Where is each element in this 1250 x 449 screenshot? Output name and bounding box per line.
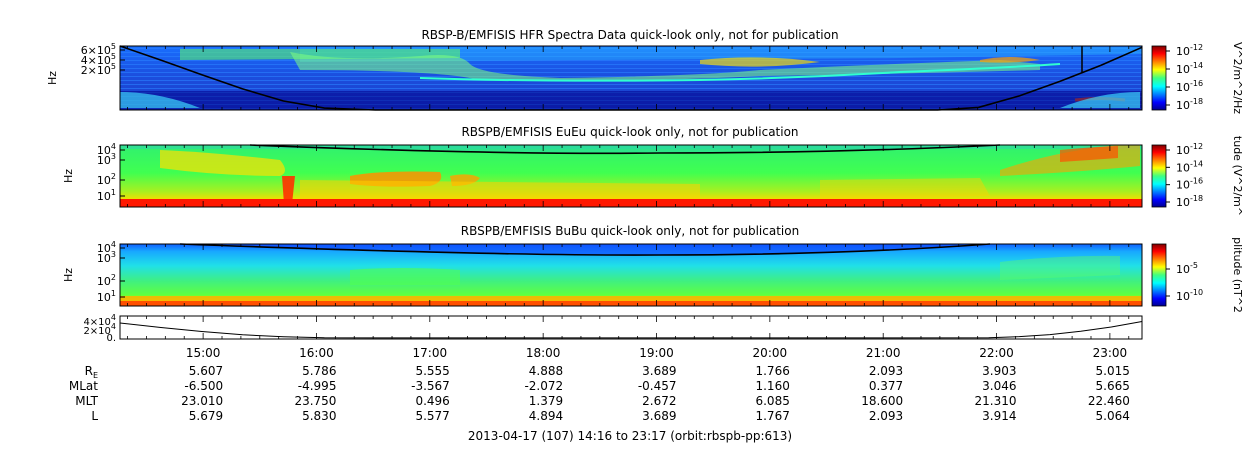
colorbar-label-bubu: plitude (nT^2 <box>1231 237 1244 313</box>
colorbar-tick-p1-2: 10-16 <box>1176 177 1203 192</box>
ephem-value-0-8: 5.015 <box>1096 364 1130 378</box>
ephem-value-1-0: -6.500 <box>184 379 223 393</box>
ytick-label-p2-3: 101 <box>97 289 116 304</box>
ephem-value-3-7: 3.914 <box>982 409 1016 423</box>
colorbar-tick-p2-0: 10-5 <box>1176 261 1198 276</box>
ytick-label-line-1: 2×104 <box>83 322 116 337</box>
ephem-value-2-1: 23.750 <box>294 394 336 408</box>
colorbar-bubu <box>1151 243 1167 307</box>
bubu-fce-curve <box>179 243 991 256</box>
ephem-value-2-8: 22.460 <box>1088 394 1130 408</box>
ephem-value-1-1: -4.995 <box>298 379 337 393</box>
colorbar-hfr <box>1151 45 1167 111</box>
colorbar-label-hfr: V^2/m^2/Hz <box>1231 42 1244 114</box>
footer-time-range: 2013-04-17 (107) 14:16 to 23:17 (orbit:r… <box>468 429 792 443</box>
xtick-label-6: 21:00 <box>866 346 901 360</box>
ephem-value-2-2: 0.496 <box>415 394 449 408</box>
line-panel <box>119 315 1143 340</box>
colorbar-label-eueu: tude (V^2/m^ <box>1231 136 1244 216</box>
ephem-value-2-7: 21.310 <box>975 394 1017 408</box>
ylabel-eueu: Hz <box>62 169 75 183</box>
ephem-value-0-0: 5.607 <box>189 364 223 378</box>
ephem-value-1-2: -3.567 <box>411 379 450 393</box>
panel-title-bubu: RBSPB/EMFISIS BuBu quick-look only, not … <box>461 224 799 238</box>
bubu-spectrogram <box>119 243 1143 307</box>
ephem-value-3-4: 3.689 <box>642 409 676 423</box>
ephem-value-2-6: 18.600 <box>861 394 903 408</box>
ephem-value-2-4: 2.672 <box>642 394 676 408</box>
ytick-label-hfr-1: 4×105 <box>81 52 116 67</box>
ephem-value-2-5: 6.085 <box>755 394 789 408</box>
ytick-label-line-0: 4×104 <box>83 313 116 328</box>
xtick-label-2: 17:00 <box>413 346 448 360</box>
ephem-label-2: MLT <box>75 394 98 408</box>
ephem-value-1-3: -2.072 <box>524 379 563 393</box>
xtick-label-1: 16:00 <box>299 346 334 360</box>
ephem-value-1-8: 5.665 <box>1096 379 1130 393</box>
ytick-label-p1-1: 103 <box>97 152 116 167</box>
ytick-label-p2-2: 102 <box>97 273 116 288</box>
ephem-value-3-5: 1.767 <box>755 409 789 423</box>
ephem-value-0-3: 4.888 <box>529 364 563 378</box>
ephem-value-3-6: 2.093 <box>869 409 903 423</box>
colorbar-tick-p2-1: 10-10 <box>1176 288 1203 303</box>
ephem-value-0-6: 2.093 <box>869 364 903 378</box>
line-panel-series <box>119 321 1143 339</box>
ytick-label-p1-2: 102 <box>97 172 116 187</box>
colorbar-tick-p0-1: 10-14 <box>1176 61 1203 76</box>
ephem-value-3-1: 5.830 <box>302 409 336 423</box>
xtick-label-4: 19:00 <box>639 346 674 360</box>
ylabel-bubu: Hz <box>62 268 75 282</box>
colorbar-tick-p0-0: 10-12 <box>1176 43 1203 58</box>
colorbar-tick-p0-3: 10-18 <box>1176 97 1203 112</box>
panel-title-hfr: RBSP-B/EMFISIS HFR Spectra Data quick-lo… <box>421 28 838 42</box>
ephem-value-0-7: 3.903 <box>982 364 1016 378</box>
ephem-label-3: L <box>91 409 98 423</box>
ytick-label-line-2: 0. <box>106 333 116 344</box>
eueu-spectrogram <box>119 144 1143 208</box>
ephem-value-1-4: -0.457 <box>638 379 677 393</box>
ephem-value-3-8: 5.064 <box>1096 409 1130 423</box>
colorbar-tick-p0-2: 10-16 <box>1176 79 1203 94</box>
ephem-value-3-3: 4.894 <box>529 409 563 423</box>
ephem-value-1-7: 3.046 <box>982 379 1016 393</box>
ephem-value-2-3: 1.379 <box>529 394 563 408</box>
ytick-label-p1-3: 101 <box>97 188 116 203</box>
ephem-value-1-5: 1.160 <box>755 379 789 393</box>
ephem-value-2-0: 23.010 <box>181 394 223 408</box>
xtick-label-7: 22:00 <box>979 346 1014 360</box>
ephem-value-0-4: 3.689 <box>642 364 676 378</box>
xtick-label-8: 23:00 <box>1093 346 1128 360</box>
ytick-label-hfr-0: 6×105 <box>81 42 116 57</box>
ytick-label-hfr-2: 2×105 <box>81 62 116 77</box>
ephem-value-3-2: 5.577 <box>415 409 449 423</box>
xtick-label-3: 18:00 <box>526 346 561 360</box>
ephem-value-3-0: 5.679 <box>189 409 223 423</box>
ephem-label-0: RE <box>85 364 98 380</box>
colorbar-tick-p1-0: 10-12 <box>1176 142 1203 157</box>
ephem-label-1: MLat <box>69 379 98 393</box>
xtick-label-0: 15:00 <box>186 346 221 360</box>
ylabel-hfr: Hz <box>46 71 59 85</box>
xtick-label-5: 20:00 <box>753 346 788 360</box>
panel-title-eueu: RBSPB/EMFISIS EuEu quick-look only, not … <box>461 125 798 139</box>
hfr-spectrogram <box>119 45 1143 111</box>
colorbar-tick-p1-1: 10-14 <box>1176 159 1203 174</box>
ytick-label-p2-0: 104 <box>97 240 116 255</box>
ytick-label-p2-1: 103 <box>97 250 116 265</box>
colorbar-eueu <box>1151 144 1167 208</box>
ephem-value-0-1: 5.786 <box>302 364 336 378</box>
ephem-value-0-5: 1.766 <box>755 364 789 378</box>
colorbar-tick-p1-3: 10-18 <box>1176 194 1203 209</box>
ephem-value-0-2: 5.555 <box>415 364 449 378</box>
ytick-label-p1-0: 104 <box>97 142 116 157</box>
ephem-value-1-6: 0.377 <box>869 379 903 393</box>
